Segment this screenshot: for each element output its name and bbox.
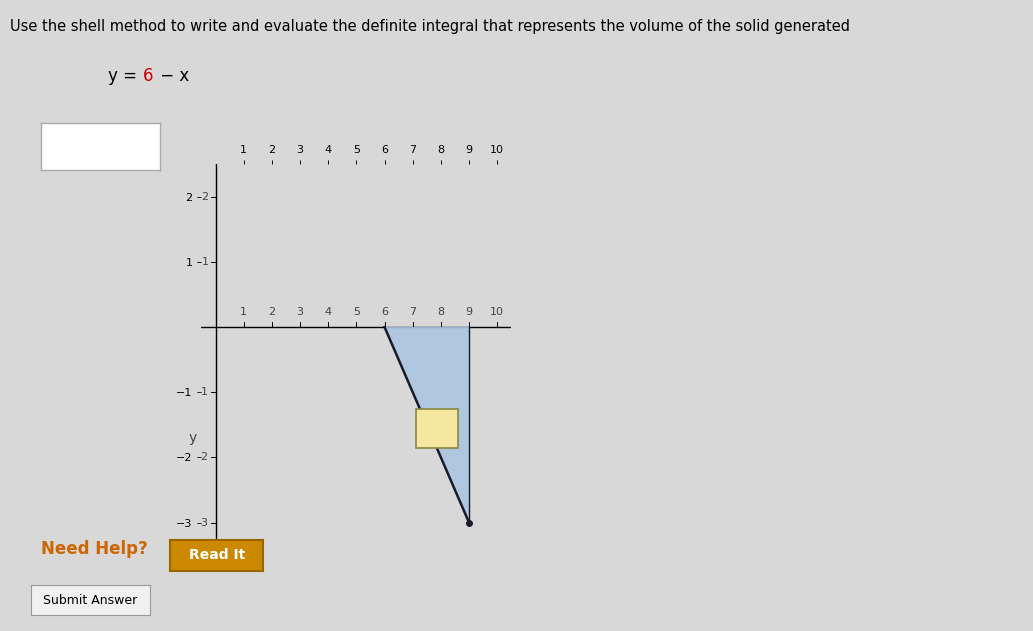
Text: y =: y =	[108, 67, 143, 85]
Text: y: y	[189, 431, 197, 445]
Text: 7: 7	[409, 307, 416, 317]
Text: 5: 5	[353, 307, 359, 317]
Text: 8: 8	[437, 307, 444, 317]
Bar	[415, 409, 458, 448]
Text: 9: 9	[466, 307, 473, 317]
Text: -1: -1	[197, 387, 209, 398]
Text: 1: 1	[241, 307, 247, 317]
Text: Need Help?: Need Help?	[41, 540, 148, 558]
Text: Submit Answer: Submit Answer	[43, 594, 137, 606]
Text: 2: 2	[269, 307, 276, 317]
Text: 1: 1	[201, 257, 209, 267]
Text: 6: 6	[143, 67, 153, 85]
Text: 2: 2	[201, 192, 209, 202]
Text: Use the shell method to write and evaluate the definite integral that represents: Use the shell method to write and evalua…	[10, 19, 850, 34]
Text: Read It: Read It	[189, 548, 245, 562]
Text: 4: 4	[324, 307, 332, 317]
Text: − x: − x	[155, 67, 189, 85]
Polygon shape	[384, 327, 469, 522]
Text: 3: 3	[296, 307, 304, 317]
Text: 6: 6	[381, 307, 388, 317]
Text: -2: -2	[197, 452, 209, 463]
Text: 10: 10	[491, 307, 504, 317]
Text: -3: -3	[197, 517, 209, 528]
